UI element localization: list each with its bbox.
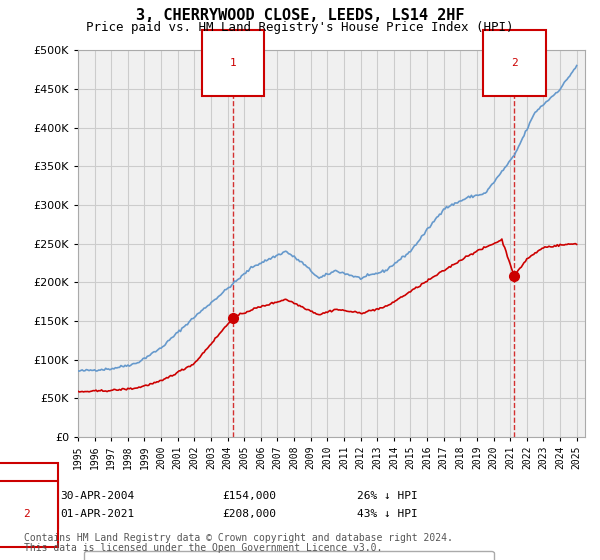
Text: Price paid vs. HM Land Registry's House Price Index (HPI): Price paid vs. HM Land Registry's House … (86, 21, 514, 34)
Text: 26% ↓ HPI: 26% ↓ HPI (357, 491, 418, 501)
Legend: 3, CHERRYWOOD CLOSE, LEEDS, LS14 2HF (detached house), HPI: Average price, detac: 3, CHERRYWOOD CLOSE, LEEDS, LS14 2HF (de… (83, 550, 494, 560)
Text: This data is licensed under the Open Government Licence v3.0.: This data is licensed under the Open Gov… (24, 543, 382, 553)
Text: 3, CHERRYWOOD CLOSE, LEEDS, LS14 2HF: 3, CHERRYWOOD CLOSE, LEEDS, LS14 2HF (136, 8, 464, 24)
Text: 2: 2 (23, 509, 31, 519)
Text: 2: 2 (511, 58, 518, 68)
Text: 1: 1 (23, 491, 31, 501)
Text: 43% ↓ HPI: 43% ↓ HPI (357, 509, 418, 519)
Text: Contains HM Land Registry data © Crown copyright and database right 2024.: Contains HM Land Registry data © Crown c… (24, 533, 453, 543)
Text: £208,000: £208,000 (222, 509, 276, 519)
Text: £154,000: £154,000 (222, 491, 276, 501)
Text: 1: 1 (230, 58, 236, 68)
Text: 01-APR-2021: 01-APR-2021 (60, 509, 134, 519)
Text: 30-APR-2004: 30-APR-2004 (60, 491, 134, 501)
